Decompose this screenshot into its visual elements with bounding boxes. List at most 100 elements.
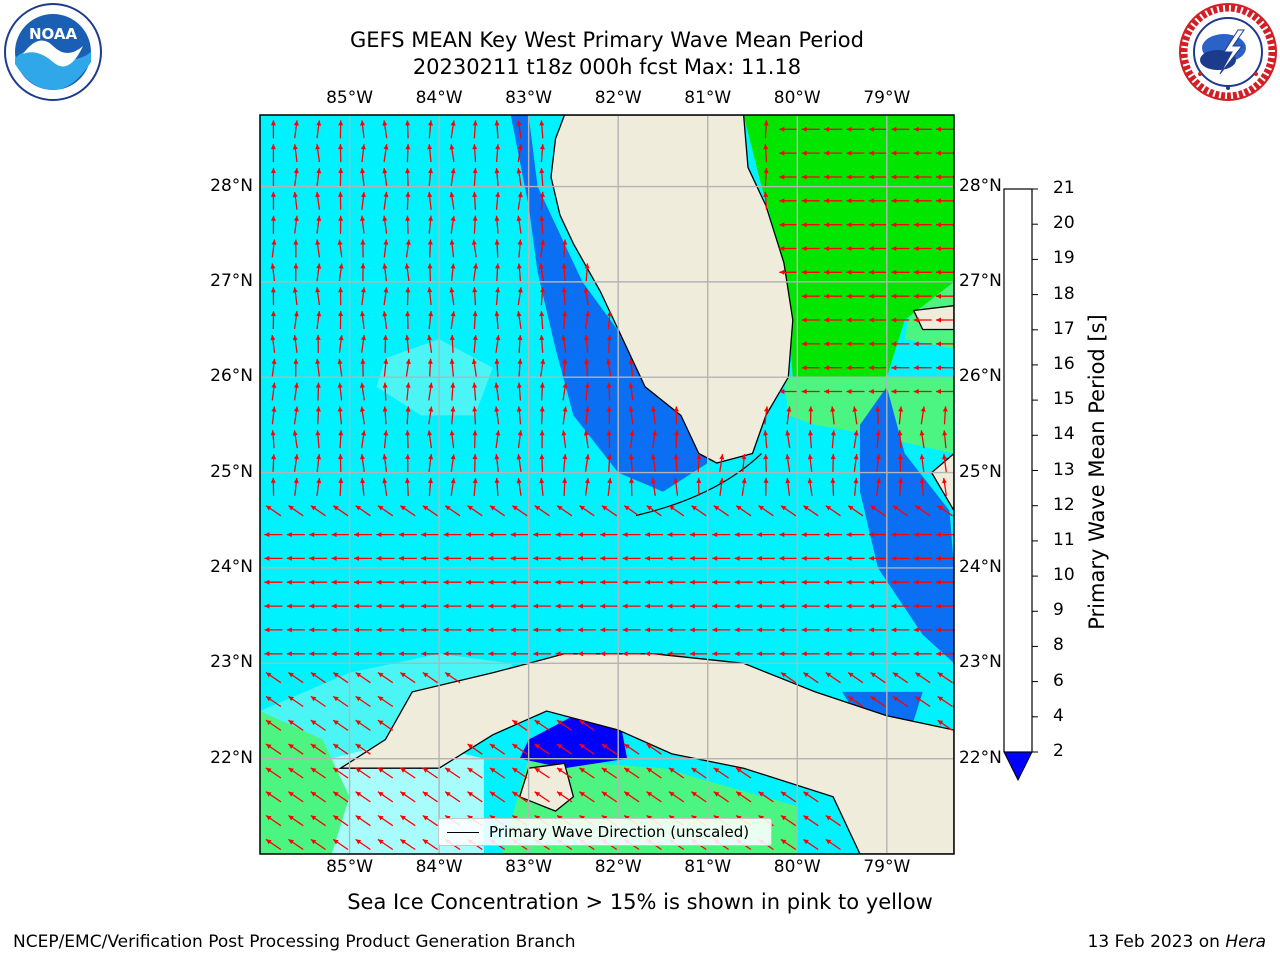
wave-arrow-head xyxy=(449,334,455,340)
wave-arrow-head xyxy=(517,358,523,364)
wave-arrow-head xyxy=(780,815,787,821)
wave-arrow-head xyxy=(539,311,545,317)
wave-arrow-head xyxy=(512,744,518,749)
wave-arrow-head xyxy=(868,341,874,347)
wave-arrow-head xyxy=(293,477,299,484)
wave-arrow-head xyxy=(472,191,478,197)
lon-tick-label: 85°W xyxy=(326,88,374,108)
wave-arrow-head xyxy=(489,505,496,511)
wave-arrow-head xyxy=(472,406,478,412)
wave-arrow-head xyxy=(919,477,925,484)
wave-arrow-head xyxy=(734,651,740,657)
wave-arrow-head xyxy=(853,477,859,484)
wave-arrow-head xyxy=(936,555,941,561)
wave-arrow-head xyxy=(354,603,359,609)
wave-arrow-head xyxy=(534,720,541,726)
wave-arrow-head xyxy=(870,696,876,702)
wave-arrow-head xyxy=(495,263,500,269)
wave-arrow-head xyxy=(539,191,545,197)
wave-arrow-head xyxy=(801,150,807,156)
wave-arrow-head xyxy=(376,579,382,585)
wave-arrow-head xyxy=(288,767,294,773)
colorbar-tick-label: 18 xyxy=(1053,283,1075,304)
wave-arrow-head xyxy=(824,603,830,609)
wave-arrow-head xyxy=(691,791,697,797)
lat-tick-label: 26°N xyxy=(959,366,1002,387)
wave-arrow-head xyxy=(898,477,903,483)
wave-arrow-head xyxy=(510,603,516,609)
wave-arrow-head xyxy=(488,555,494,561)
wave-arrow-head xyxy=(652,430,658,436)
wave-arrow-head xyxy=(488,603,494,609)
wave-arrow-head xyxy=(315,144,321,150)
wave-arrow-head xyxy=(868,269,874,275)
wave-arrow-head xyxy=(360,215,365,221)
wave-arrow-head xyxy=(472,454,478,460)
wave-arrow-head xyxy=(913,246,919,251)
wave-arrow-head xyxy=(539,454,545,460)
wave-arrow-head xyxy=(891,293,897,299)
wave-arrow-head xyxy=(646,744,653,749)
wave-arrow-head xyxy=(913,269,919,275)
wave-arrow-head xyxy=(377,672,384,678)
wave-arrow-head xyxy=(891,532,897,538)
wave-arrow-head xyxy=(915,505,921,511)
wave-arrow-head xyxy=(271,311,276,316)
wave-arrow-head xyxy=(891,126,897,132)
wave-arrow-head xyxy=(539,430,545,436)
wave-arrow-head xyxy=(533,627,539,633)
wave-arrow-head xyxy=(271,406,277,412)
wave-arrow-head xyxy=(622,532,628,538)
wave-arrow-head xyxy=(936,126,941,132)
lat-tick-label: 28°N xyxy=(959,175,1002,196)
wave-arrow-head xyxy=(557,744,563,749)
wave-arrow-head xyxy=(756,555,762,561)
wave-arrow-head xyxy=(936,317,941,323)
wave-arrow-head xyxy=(651,406,656,412)
wave-arrow-head xyxy=(288,839,294,845)
wave-arrow-head xyxy=(579,505,585,511)
wave-arrow-head xyxy=(937,696,944,702)
wave-arrow-head xyxy=(824,317,830,323)
wave-arrow-head xyxy=(936,579,941,585)
wave-arrow-head xyxy=(331,627,337,633)
wave-arrow-head xyxy=(264,555,270,561)
wave-arrow-head xyxy=(405,358,411,365)
wave-arrow-head xyxy=(516,215,522,222)
wave-arrow-head xyxy=(825,815,832,821)
wave-arrow-head xyxy=(494,477,500,483)
wave-arrow-head xyxy=(891,341,897,347)
wave-arrow-head xyxy=(539,287,545,293)
wave-arrow-head xyxy=(891,150,897,156)
wave-arrow-head xyxy=(830,406,836,412)
wave-arrow-head xyxy=(427,430,432,436)
colorbar-tick-label: 8 xyxy=(1053,635,1064,656)
wave-arrow-head xyxy=(562,406,568,412)
wave-arrow-head xyxy=(846,389,852,394)
wave-arrow-head xyxy=(472,120,478,126)
colorbar-frame xyxy=(1003,188,1033,753)
wave-arrow-head xyxy=(673,406,679,412)
wave-arrow-head xyxy=(467,815,473,821)
wave-arrow-head xyxy=(405,239,411,245)
wave-arrow-head xyxy=(824,579,830,585)
wave-arrow-head xyxy=(288,672,294,678)
wave-arrow-head xyxy=(779,555,785,561)
wave-arrow-head xyxy=(516,478,522,484)
wave-arrow-head xyxy=(472,430,478,436)
wave-arrow-head xyxy=(472,168,478,174)
wave-arrow-head xyxy=(562,239,568,245)
wave-arrow-head xyxy=(534,744,541,749)
wave-arrow-head xyxy=(579,767,585,773)
wave-arrow-head xyxy=(801,627,807,633)
wave-arrow-head xyxy=(891,555,897,561)
wave-arrow-head xyxy=(606,358,612,365)
lat-tick-label: 22°N xyxy=(210,747,253,768)
wave-arrow-head xyxy=(736,791,742,797)
wave-arrow-head xyxy=(876,478,881,484)
wave-arrow-head xyxy=(942,454,947,460)
wave-arrow-head xyxy=(562,358,568,364)
wave-arrow-head xyxy=(913,293,919,299)
wave-arrow-head xyxy=(824,174,830,180)
wave-arrow-head xyxy=(601,767,608,773)
